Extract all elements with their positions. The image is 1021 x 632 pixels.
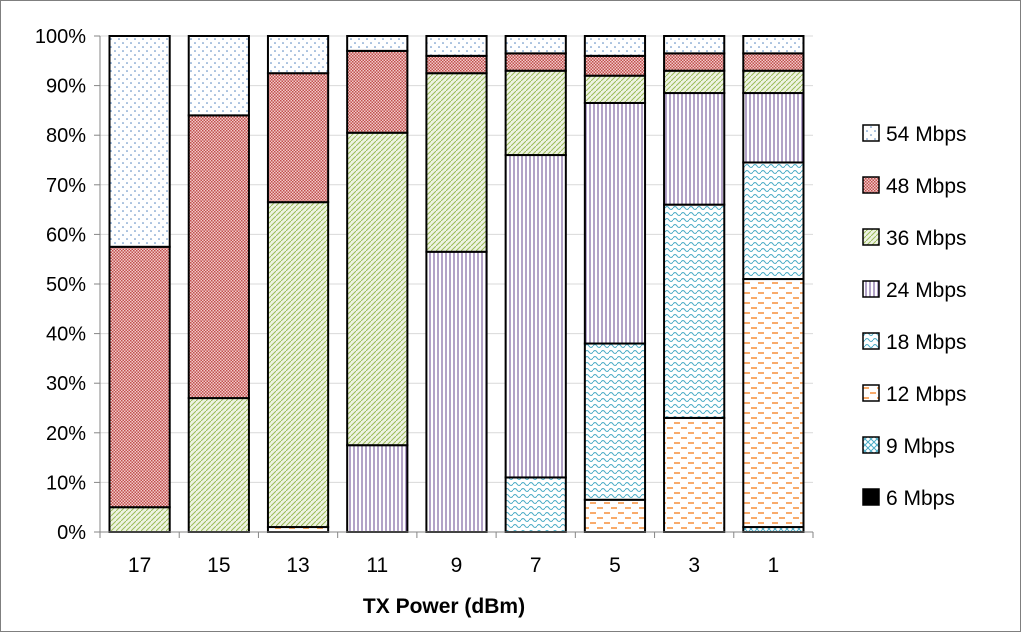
x-tick-label: 11 [366,554,388,577]
axes [94,35,814,538]
bar-segment [425,35,488,57]
bar-segment [266,72,330,204]
bar-segment [663,92,726,206]
y-tick-label: 90% [46,76,86,98]
y-tick-label: 0% [57,522,86,544]
bar-segment [742,52,805,72]
legend-label: 12 Mbps [886,383,967,406]
x-tick-label: 1 [768,554,780,577]
x-tick-label: 17 [128,554,151,577]
bar-segment [108,35,171,248]
bar-segment [504,52,567,72]
bar-segment [425,54,488,75]
legend-label: 54 Mbps [886,123,967,146]
bar-segment [187,397,250,533]
bar-segment [187,35,250,117]
bar-segment [108,245,171,509]
y-tick-label: 70% [46,175,86,197]
bar-segment [583,35,647,57]
bar-segment [346,49,409,134]
y-tick-label: 20% [46,423,86,445]
legend-swatch [862,124,880,142]
bar-segment [742,278,805,529]
bar-segment [504,69,567,157]
bar-segment [663,52,726,72]
y-tick-labels: 0% 10% 20% 30% 40% 50% 60% 70% 80% 90% 100% [35,26,86,544]
bar-segment [346,35,409,52]
y-tick-label: 50% [46,274,86,296]
bar-segment [346,131,409,447]
legend-label: 9 Mbps [886,435,955,458]
bar-segment [663,416,726,534]
x-tick-label: 9 [451,554,463,577]
bar-segment [742,161,805,281]
bar-segment [266,35,330,75]
bar-segment [583,54,647,77]
x-tick-label: 15 [207,554,230,577]
legend-swatch [862,280,880,298]
bar-segment [663,69,726,95]
legend: 54 Mbps 48 Mbps 36 Mbps 24 Mbps 18 Mbps 12 Mb… [862,123,967,510]
bars [108,35,805,534]
x-axis-title: TX Power (dBm) [363,595,525,618]
legend-label: 48 Mbps [886,175,967,198]
legend-swatch [862,176,880,194]
bar-segment [742,35,805,55]
bar-segment [266,201,330,529]
legend-label: 24 Mbps [886,279,967,302]
bar-segment [346,444,409,534]
legend-swatch [862,436,880,454]
legend-label: 18 Mbps [886,331,967,354]
x-tick-label: 5 [609,554,621,577]
x-tick-label: 13 [286,554,309,577]
legend-label: 6 Mbps [886,487,955,510]
y-tick-label: 100% [35,26,86,48]
bar-segment [583,101,647,345]
y-tick-label: 40% [46,324,86,346]
legend-swatch [862,332,880,350]
bar-segment [425,250,488,533]
bar-segment [108,506,171,534]
bar-segment [583,74,647,104]
bar-segment [583,498,647,534]
bar-segment [583,342,647,501]
x-tick-labels: 17 15 13 11 9 7 5 3 1 [128,554,779,577]
bar-segment [504,154,567,479]
bar-segment [425,72,488,253]
legend-swatch [862,384,880,402]
bar-segment [663,35,726,55]
bar-segment [742,69,805,95]
x-tick-label: 3 [688,554,700,577]
y-tick-label: 10% [46,472,86,494]
legend-swatch [862,228,880,246]
legend-label: 36 Mbps [886,227,967,250]
legend-swatch [862,488,880,506]
bar-segment [187,114,250,400]
bar-segment [742,92,805,164]
y-tick-label: 80% [46,125,86,147]
bar-segment [504,476,567,534]
y-tick-label: 60% [46,224,86,246]
bar-segment [504,35,567,55]
y-tick-label: 30% [46,373,86,395]
bar-segment [663,203,726,419]
x-tick-label: 7 [530,554,542,577]
